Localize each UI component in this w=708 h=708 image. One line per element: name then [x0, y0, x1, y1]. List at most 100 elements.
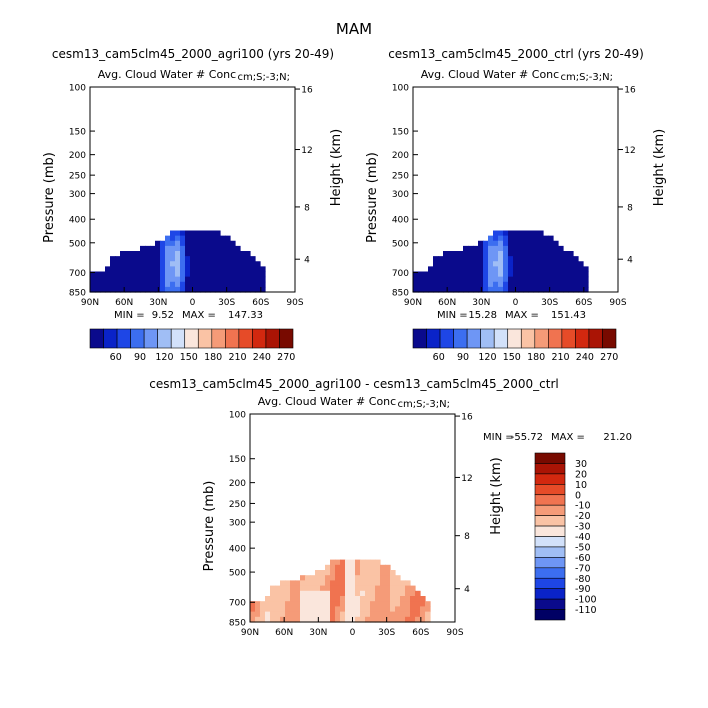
- pressure-tick-label: 300: [229, 519, 246, 529]
- heatmap-cell: [155, 251, 161, 257]
- heatmap-cell: [518, 271, 524, 278]
- heatmap-cell: [245, 276, 251, 283]
- colorbar-swatch: [439, 328, 454, 349]
- colorbar-swatch: [548, 328, 563, 349]
- heatmap-cell: [578, 276, 584, 283]
- heatmap-cell: [335, 616, 341, 623]
- pressure-tick-label: 500: [229, 569, 246, 579]
- pressure-tick-label: 850: [229, 619, 246, 629]
- heatmap-cell: [160, 281, 166, 288]
- stats-max-value: 151.43: [551, 310, 586, 321]
- y2-axis-label: Height (km): [329, 129, 344, 206]
- heatmap-cell: [165, 251, 171, 257]
- heatmap-cell: [200, 245, 206, 252]
- colorbar: 3020100-10-20-30-40-50-60-70-80-90-100-1…: [534, 452, 597, 621]
- heatmap-cell: [385, 570, 391, 576]
- pressure-tick-label: 300: [69, 190, 86, 200]
- heatmap-cell: [205, 235, 211, 242]
- heatmap-cell: [345, 585, 351, 592]
- heatmap-cell: [518, 235, 524, 242]
- heatmap-cell: [210, 286, 216, 293]
- heatmap-cell: [240, 266, 246, 273]
- stats-min-value: 15.28: [468, 310, 497, 321]
- heatmap-cell: [215, 281, 221, 288]
- heatmap-cell: [578, 266, 584, 273]
- heatmap-cell: [473, 251, 479, 257]
- heatmap-cell: [543, 281, 549, 288]
- heatmap-cell: [468, 271, 474, 278]
- heatmap-cell: [165, 271, 171, 278]
- heatmap-cell: [375, 606, 381, 613]
- heatmap-cell: [558, 286, 564, 293]
- heatmap-cell: [205, 230, 211, 237]
- colorbar-label: 150: [503, 352, 521, 363]
- heatmap-cell: [160, 261, 166, 267]
- heatmap-cell: [578, 261, 584, 267]
- heatmap-cell: [290, 606, 296, 613]
- heatmap-cell: [255, 266, 261, 273]
- heatmap-cell: [538, 235, 544, 242]
- heatmap-cell: [165, 256, 171, 262]
- heatmap-cell: [573, 271, 579, 278]
- heatmap-cell: [573, 266, 579, 273]
- heatmap-cell: [130, 271, 136, 278]
- heatmap-cell: [488, 276, 494, 283]
- heatmap-cell: [160, 276, 166, 283]
- heatmap-cell: [140, 256, 146, 262]
- heatmap-cell: [205, 276, 211, 283]
- heatmap-cell: [518, 240, 524, 247]
- heatmap-cell: [423, 286, 429, 293]
- heatmap-cell: [255, 271, 261, 278]
- heatmap-cell: [453, 251, 459, 257]
- heatmap-cell: [553, 240, 559, 247]
- heatmap-cell: [508, 235, 514, 242]
- heatmap-cell: [240, 256, 246, 262]
- heatmap-cell: [523, 230, 529, 237]
- height-tick-label: 16: [461, 413, 473, 423]
- heatmap-cell: [483, 276, 489, 283]
- heatmap-cell: [423, 276, 429, 283]
- heatmap-cell: [538, 261, 544, 267]
- heatmap-cell: [185, 251, 191, 257]
- heatmap-cell: [140, 286, 146, 293]
- heatmap-cell: [190, 256, 196, 262]
- heatmap-cell: [533, 261, 539, 267]
- heatmap-cell: [468, 256, 474, 262]
- heatmap-cell: [260, 286, 266, 293]
- heatmap-cell: [230, 261, 236, 267]
- heatmap-cell: [370, 596, 376, 602]
- heatmap-cell: [548, 266, 554, 273]
- heatmap-cell: [370, 575, 376, 581]
- heatmap-cell: [498, 276, 504, 283]
- heatmap-cell: [190, 281, 196, 288]
- heatmap-cell: [340, 601, 346, 607]
- heatmap-cell: [503, 251, 509, 257]
- heatmap-cell: [488, 251, 494, 257]
- height-tick-label: 8: [627, 203, 633, 213]
- heatmap-cell: [210, 256, 216, 262]
- heatmap-cell: [140, 261, 146, 267]
- heatmap-cell: [513, 240, 519, 247]
- heatmap-cell: [405, 596, 411, 602]
- heatmap-cell: [205, 245, 211, 252]
- colorbar-swatch: [534, 504, 566, 516]
- heatmap-cell: [568, 286, 574, 293]
- stats-max-label: MAX =: [505, 310, 539, 321]
- heatmap-cell: [120, 286, 126, 293]
- y-axis-label: Pressure (mb): [42, 152, 57, 243]
- height-tick-label: 4: [304, 256, 310, 266]
- heatmap-cell: [180, 230, 186, 237]
- heatmap-cell: [265, 611, 271, 618]
- heatmap-cell: [160, 271, 166, 278]
- heatmap-cell: [428, 286, 434, 293]
- heatmap-cell: [255, 611, 261, 618]
- heatmap-cell: [350, 575, 356, 581]
- height-tick-label: 8: [464, 532, 470, 542]
- heatmap-cell: [270, 611, 276, 618]
- heatmap-cell: [310, 585, 316, 592]
- heatmap-cell: [190, 261, 196, 267]
- colorbar-label: 0: [575, 490, 581, 501]
- heatmap-cell: [285, 590, 291, 597]
- heatmap-cell: [195, 240, 201, 247]
